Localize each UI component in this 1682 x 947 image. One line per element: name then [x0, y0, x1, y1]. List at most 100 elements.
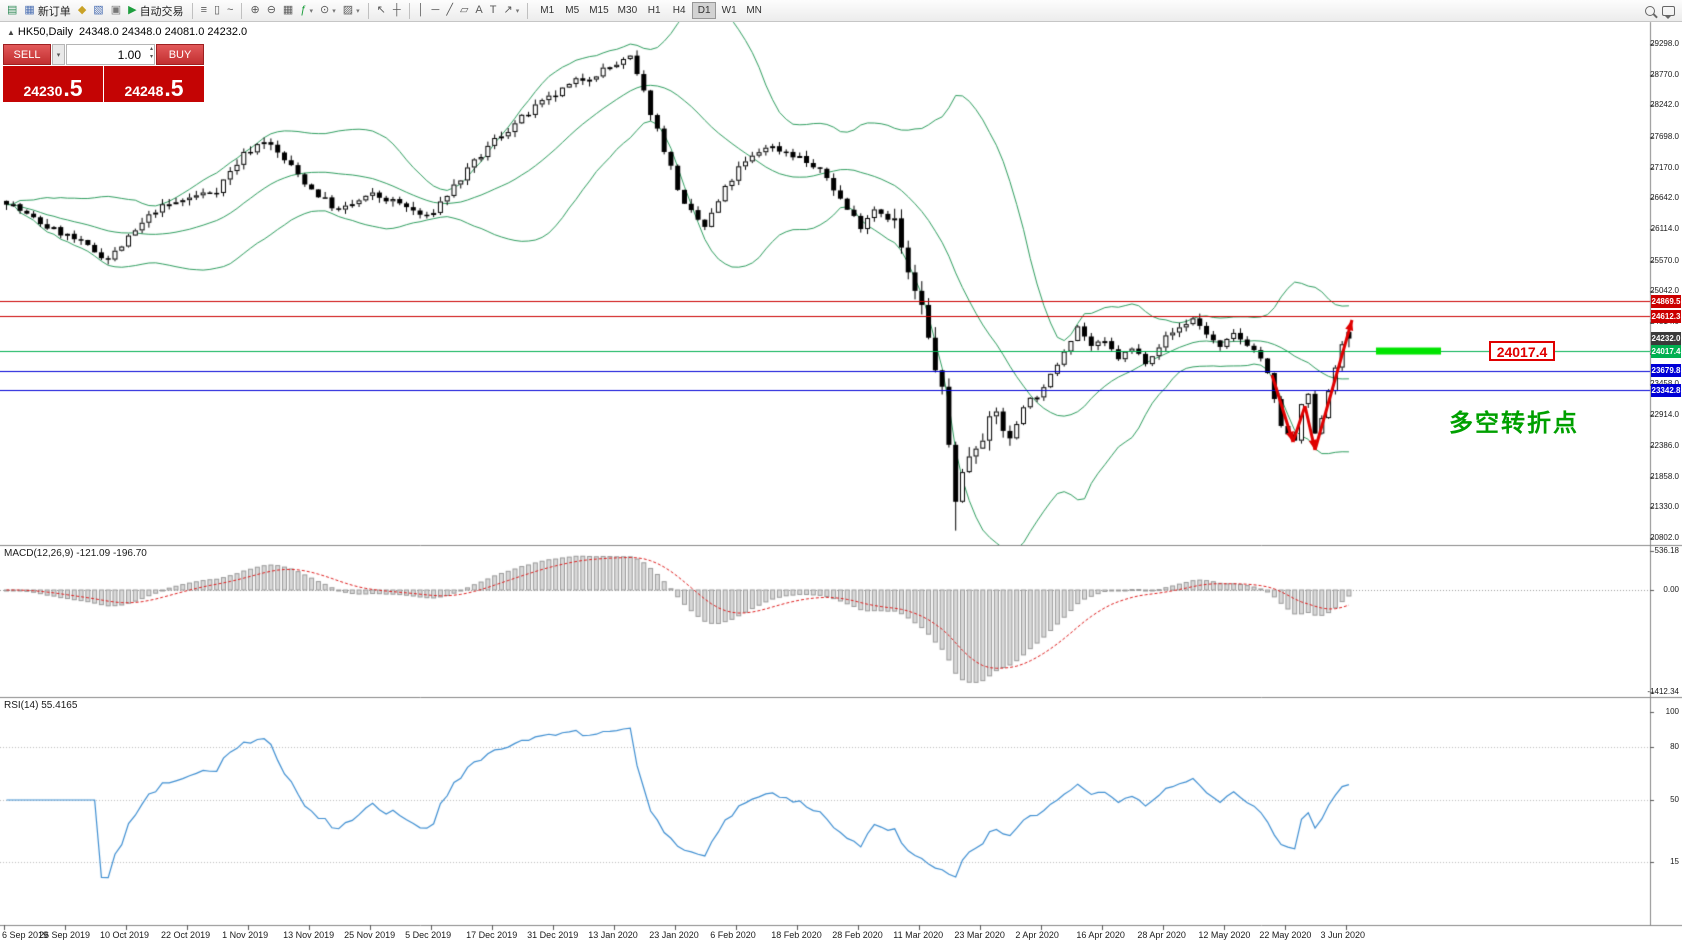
search-icon-button[interactable]: [1642, 2, 1658, 20]
vertical-line-icon: │: [417, 4, 425, 16]
price-tick: 22914.0: [1650, 410, 1679, 420]
buy-button[interactable]: BUY: [156, 44, 204, 65]
price-tick: 25042.0: [1650, 286, 1679, 296]
date-label: 3 Jun 2020: [1320, 930, 1365, 940]
candle-chart-icon: ▯: [213, 4, 221, 16]
date-label: 17 Dec 2019: [466, 930, 518, 940]
timeframe-m5[interactable]: M5: [560, 2, 584, 19]
autotrading-button-label: 自动交易: [139, 5, 184, 18]
chat-icon-button[interactable]: [1659, 2, 1678, 20]
date-label: 2 Apr 2020: [1015, 930, 1059, 940]
timeframe-m30[interactable]: M30: [614, 2, 641, 19]
timeframe-h4[interactable]: H4: [667, 2, 691, 19]
zoom-in-button[interactable]: ⊕: [247, 2, 262, 20]
date-label: 31 Dec 2019: [527, 930, 579, 940]
rsi-tick: 100: [1665, 707, 1679, 716]
price-tick: 28770.0: [1650, 69, 1679, 79]
chevron-down-icon: ▾: [332, 7, 336, 15]
bar-chart-button[interactable]: ≡: [198, 2, 210, 20]
date-label: 13 Jan 2020: [588, 930, 638, 940]
trendline-button[interactable]: ╱: [443, 2, 456, 20]
market-watch-button[interactable]: ◆: [75, 2, 89, 20]
rsi-tick: 80: [1670, 742, 1679, 752]
price-tick: 27698.0: [1650, 132, 1679, 142]
autotrading-button-button[interactable]: ▶ 自动交易: [125, 2, 186, 20]
profiles-icon: ▧: [93, 4, 104, 16]
periods-button[interactable]: ⊙ ▾: [317, 2, 339, 20]
price-level-tag: 24017.4: [1651, 344, 1681, 358]
price-tick: 26642.0: [1650, 193, 1679, 203]
price-level-tag: 24612.3: [1651, 309, 1681, 323]
periods-icon: ⊙: [319, 4, 330, 16]
price-tick: 26114.0: [1650, 224, 1679, 234]
volume-dropdown-caret[interactable]: ▾: [52, 44, 65, 65]
stepper-up-icon[interactable]: ▴: [149, 46, 153, 52]
macd-tick: -1412.34: [1647, 686, 1679, 696]
volume-input[interactable]: 1.00 ▴ ▾: [66, 44, 155, 65]
date-label: 10 Oct 2019: [100, 930, 150, 940]
buy-price[interactable]: 24248 .5: [104, 66, 204, 102]
new-chart-button[interactable]: ▤: [4, 2, 20, 20]
sell-price[interactable]: 24230 .5: [3, 66, 103, 102]
horizontal-line-button[interactable]: ─: [429, 2, 443, 20]
sell-button[interactable]: SELL: [3, 44, 51, 65]
text-label-button[interactable]: T: [487, 2, 500, 20]
macd-label: MACD(12,26,9) -121.09 -196.70: [4, 548, 147, 559]
toolbar-separator: [408, 2, 410, 19]
timeframe-m1[interactable]: M1: [535, 2, 559, 19]
volume-value: 1.00: [117, 47, 141, 62]
price-callout-24017[interactable]: 24017.4: [1489, 341, 1555, 361]
indicators-button[interactable]: ƒ ▾: [297, 2, 316, 20]
search-icon: [1645, 5, 1655, 16]
zoom-out-icon: ⊖: [266, 4, 276, 16]
chart-ohlc-values: 24348.0 24348.0 24081.0 24232.0: [78, 26, 248, 38]
cursor-icon: ↖: [376, 4, 386, 16]
toolbar-separator: [367, 2, 369, 19]
date-label: 6 Feb 2020: [710, 930, 756, 940]
buy-price-main: 24248: [124, 82, 164, 99]
timeframe-h1[interactable]: H1: [642, 2, 666, 19]
new-order-button-label: 新订单: [37, 5, 71, 18]
templates-icon: ▨: [342, 4, 354, 16]
new-order-button-button[interactable]: ▦ 新订单: [21, 2, 73, 20]
sell-price-pips: .5: [63, 75, 83, 102]
data-window-button[interactable]: ▣: [108, 2, 124, 20]
chevron-down-icon: ▾: [515, 7, 520, 15]
price-level-tag: 23342.8: [1651, 383, 1681, 397]
bar-chart-icon: ≡: [200, 4, 207, 16]
price-level-tag: 24869.5: [1651, 294, 1681, 308]
indicators-icon: ƒ: [300, 4, 307, 16]
date-label: 22 May 2020: [1259, 930, 1312, 940]
timeframe-d1[interactable]: D1: [692, 2, 717, 19]
timeframe-mn[interactable]: MN: [742, 2, 766, 19]
crosshair-button[interactable]: ┼: [390, 2, 404, 20]
candle-chart-button[interactable]: ▯: [211, 2, 223, 20]
trendline-icon: ╱: [446, 4, 453, 16]
price-tick: 23458.0: [1650, 379, 1679, 388]
rsi-tick: 50: [1670, 795, 1679, 804]
timeframe-m15[interactable]: M15: [585, 2, 612, 19]
stepper-down-icon[interactable]: ▾: [149, 54, 153, 60]
arrows-button[interactable]: ↗ ▾: [500, 2, 522, 20]
new-chart-icon: ▤: [7, 4, 18, 16]
templates-button[interactable]: ▨ ▾: [340, 2, 363, 20]
tile-windows-button[interactable]: ▦: [280, 2, 296, 20]
text-button[interactable]: A: [472, 2, 485, 20]
zoom-out-button[interactable]: ⊖: [264, 2, 279, 20]
arrows-icon: ↗: [503, 4, 513, 16]
vertical-line-button[interactable]: │: [415, 2, 428, 20]
volume-stepper[interactable]: ▴ ▾: [150, 46, 153, 62]
data-window-icon: ▣: [110, 4, 122, 16]
channel-button[interactable]: ▱: [457, 2, 471, 20]
rsi-label: RSI(14) 55.4165: [4, 700, 78, 711]
date-label: 23 Jan 2020: [649, 930, 699, 940]
line-chart-button[interactable]: ~: [224, 2, 236, 20]
line-chart-icon: ~: [227, 4, 234, 16]
price-tick: 21858.0: [1650, 471, 1679, 481]
profiles-button[interactable]: ▧: [90, 2, 106, 20]
cursor-button[interactable]: ↖: [374, 2, 389, 20]
horizontal-line-icon: ─: [431, 4, 440, 16]
price-tick: 25570.0: [1650, 255, 1679, 265]
timeframe-w1[interactable]: W1: [717, 2, 741, 19]
